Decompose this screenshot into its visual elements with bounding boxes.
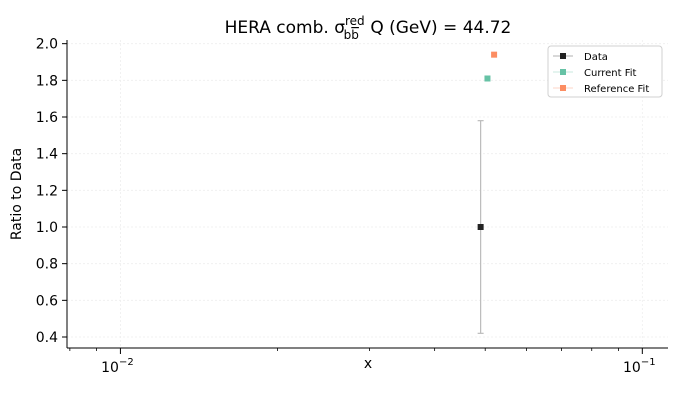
- legend-label-reference-fit: Reference Fit: [584, 84, 649, 95]
- title-superscript: red: [345, 14, 365, 28]
- reference-fit-point: [491, 51, 498, 58]
- data-point: [477, 224, 484, 230]
- x-tick-label: 10−1: [623, 357, 656, 376]
- y-tick-label: 1.6: [36, 110, 58, 126]
- y-tick-label: 1.4: [36, 147, 58, 163]
- legend-marker-data: [560, 53, 566, 59]
- legend-label-current-fit: Current Fit: [584, 68, 637, 79]
- legend-label-data: Data: [584, 52, 608, 63]
- y-tick-label: 2.0: [36, 37, 58, 53]
- data-marks: [477, 51, 498, 334]
- grid: [67, 40, 668, 348]
- legend: Data Current Fit Reference Fit: [547, 45, 663, 98]
- y-tick-label: 1.8: [36, 73, 58, 89]
- y-tick-label: 0.8: [36, 257, 58, 273]
- y-axis-label: Ratio to Data: [9, 148, 25, 240]
- title-subscript-bar: b: [351, 28, 359, 42]
- y-ticks: 0.4 0.6 0.8 1.0 1.2 1.4 1.6 1.8 2.0: [36, 37, 67, 346]
- y-tick-label: 1.0: [36, 220, 58, 236]
- y-tick-label: 0.4: [36, 330, 58, 346]
- title-prefix: HERA comb. σ: [225, 18, 346, 38]
- legend-marker-current-fit: [560, 69, 566, 75]
- x-axis-label: x: [364, 356, 372, 372]
- title-subscript: b: [344, 28, 352, 42]
- title-suffix: Q (GeV) = 44.72: [365, 18, 511, 38]
- chart-title: HERA comb. σred bb Q (GeV) = 44.72: [225, 14, 512, 42]
- legend-frame: [547, 45, 663, 98]
- current-fit-point: [484, 75, 491, 82]
- y-tick-label: 0.6: [36, 293, 58, 309]
- y-tick-label: 1.2: [36, 183, 58, 199]
- x-tick-label: 10−2: [101, 357, 134, 376]
- x-ticks: 10−2 10−1: [69, 348, 656, 376]
- legend-marker-reference-fit: [560, 85, 566, 91]
- axes: [66, 40, 668, 349]
